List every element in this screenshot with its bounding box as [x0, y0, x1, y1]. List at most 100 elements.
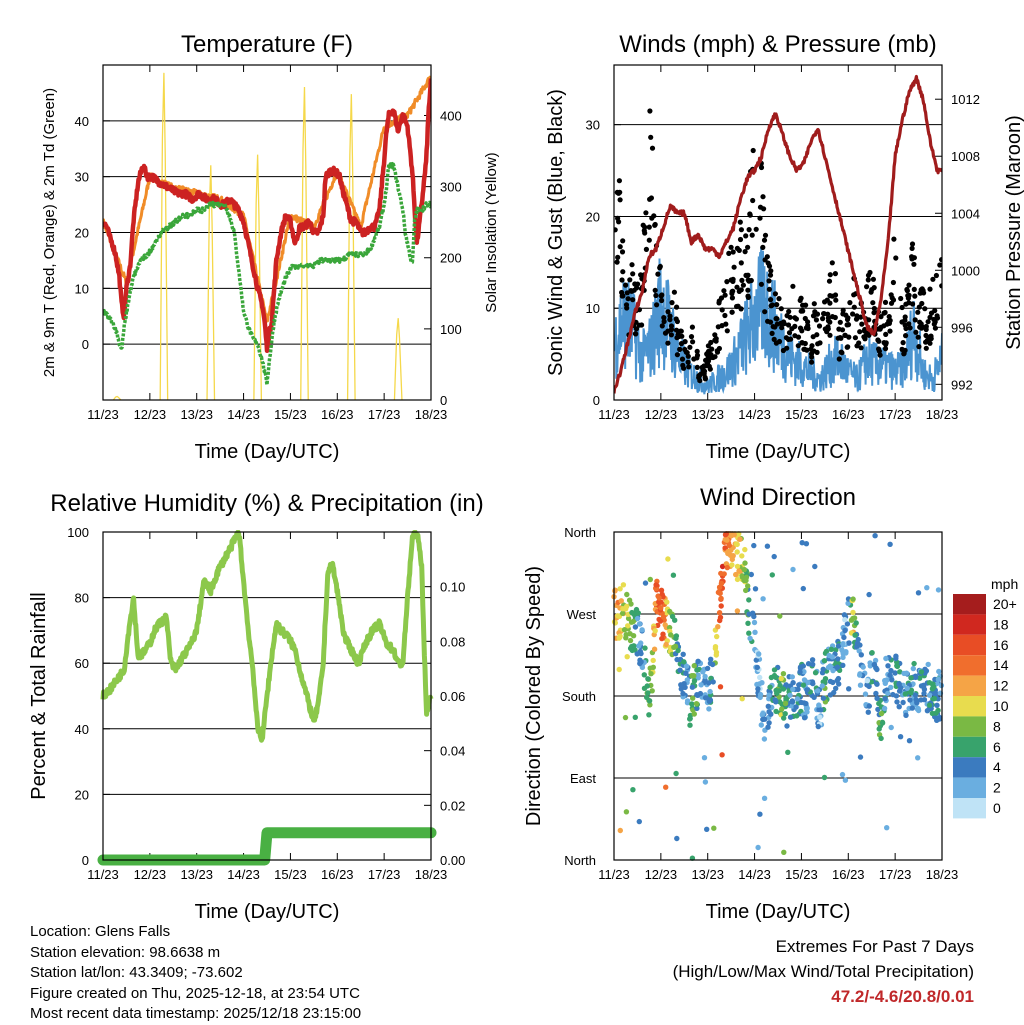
gust-point [915, 309, 921, 315]
direction-point [850, 615, 856, 622]
gust-point [747, 212, 753, 218]
gust-point [739, 277, 745, 283]
direction-point [634, 651, 640, 657]
legend-title: mph [991, 576, 1018, 592]
gust-point [713, 336, 719, 342]
direction-point [801, 677, 808, 683]
direction-point [765, 703, 771, 709]
direction-point [780, 686, 787, 692]
direction-point [741, 566, 748, 573]
direction-point [632, 624, 639, 630]
gust-point [844, 322, 850, 328]
direction-point [752, 629, 758, 635]
direction-point [766, 720, 772, 726]
direction-point [678, 682, 684, 688]
gust-point [859, 321, 865, 327]
gust-point [829, 293, 836, 299]
direction-point [694, 667, 700, 673]
direction-point [632, 714, 638, 720]
y2-tick-label: 0.10 [440, 580, 465, 595]
direction-point [734, 608, 741, 614]
gust-point [726, 250, 732, 256]
gust-point [646, 237, 652, 243]
direction-point [814, 688, 821, 694]
legend-label: 12 [993, 678, 1009, 694]
direction-point [862, 691, 869, 697]
direction-point [888, 724, 894, 731]
direction-point [793, 704, 799, 710]
gust-point [939, 283, 942, 289]
direction-point [646, 712, 652, 718]
direction-point [745, 620, 751, 626]
gust-point [632, 281, 638, 287]
direction-point [936, 668, 942, 675]
direction-point [934, 702, 940, 708]
insolation-trace [300, 87, 309, 400]
gust-point [899, 346, 905, 352]
direction-point [915, 755, 921, 761]
x-tick-label: 17/23 [368, 407, 401, 422]
direction-point [718, 570, 724, 577]
gust-point [694, 348, 700, 354]
direction-point [900, 699, 906, 706]
extremes-subtitle: (High/Low/Max Wind/Total Precipitation) [672, 962, 974, 981]
gust-point [881, 310, 887, 316]
x-tick-label: 18/23 [926, 407, 959, 422]
gust-point [865, 277, 871, 283]
direction-point [656, 595, 662, 601]
y-tick-label: 0 [82, 853, 89, 868]
y-tick-label: East [570, 771, 596, 786]
gust-point [685, 359, 691, 365]
gust-point [757, 215, 763, 221]
gust-point [839, 350, 845, 356]
gust-point [825, 318, 832, 324]
direction-point [710, 679, 716, 685]
gust-point [614, 227, 618, 233]
direction-point [736, 568, 742, 574]
direction-point [665, 556, 671, 562]
direction-point [647, 576, 653, 583]
direction-point [636, 818, 642, 825]
y-tick-label: 20 [586, 209, 600, 224]
gust-point [667, 313, 673, 319]
x-axis-label: Time (Day/UTC) [195, 441, 340, 463]
legend-label: 16 [993, 637, 1009, 653]
y-tick-label: North [564, 853, 596, 868]
panel-title: Temperature (F) [181, 31, 353, 58]
gust-point [809, 343, 815, 349]
direction-point [695, 672, 701, 678]
direction-point [652, 628, 658, 634]
gust-point [731, 264, 737, 270]
direction-point [715, 624, 721, 630]
direction-point [718, 580, 725, 587]
direction-point [787, 692, 793, 698]
gust-point [630, 271, 636, 277]
direction-point [617, 586, 623, 592]
gust-point [903, 325, 909, 332]
direction-point [684, 677, 690, 683]
gust-point [684, 350, 690, 356]
gust-point [758, 281, 765, 287]
extremes-summary: Extremes For Past 7 Days (High/Low/Max W… [673, 934, 974, 1009]
direction-point [810, 661, 816, 668]
gust-point [701, 363, 707, 369]
direction-point [908, 675, 914, 681]
direction-point [934, 680, 940, 687]
gust-point [774, 302, 780, 308]
gust-point [769, 302, 775, 308]
gust-point [729, 295, 736, 301]
gust-point [716, 345, 723, 352]
direction-point [825, 664, 832, 671]
x-tick-label: 18/23 [415, 867, 448, 882]
x-tick-label: 13/23 [180, 407, 213, 422]
gust-point [738, 227, 745, 233]
direction-point [840, 641, 846, 647]
direction-point [753, 657, 759, 663]
direction-point [677, 667, 683, 673]
direction-point [743, 587, 749, 594]
direction-point [670, 572, 677, 578]
gust-point [673, 327, 680, 333]
plot-border [613, 531, 943, 861]
y2-tick-label: 1012 [951, 92, 980, 107]
gust-point [709, 346, 715, 352]
